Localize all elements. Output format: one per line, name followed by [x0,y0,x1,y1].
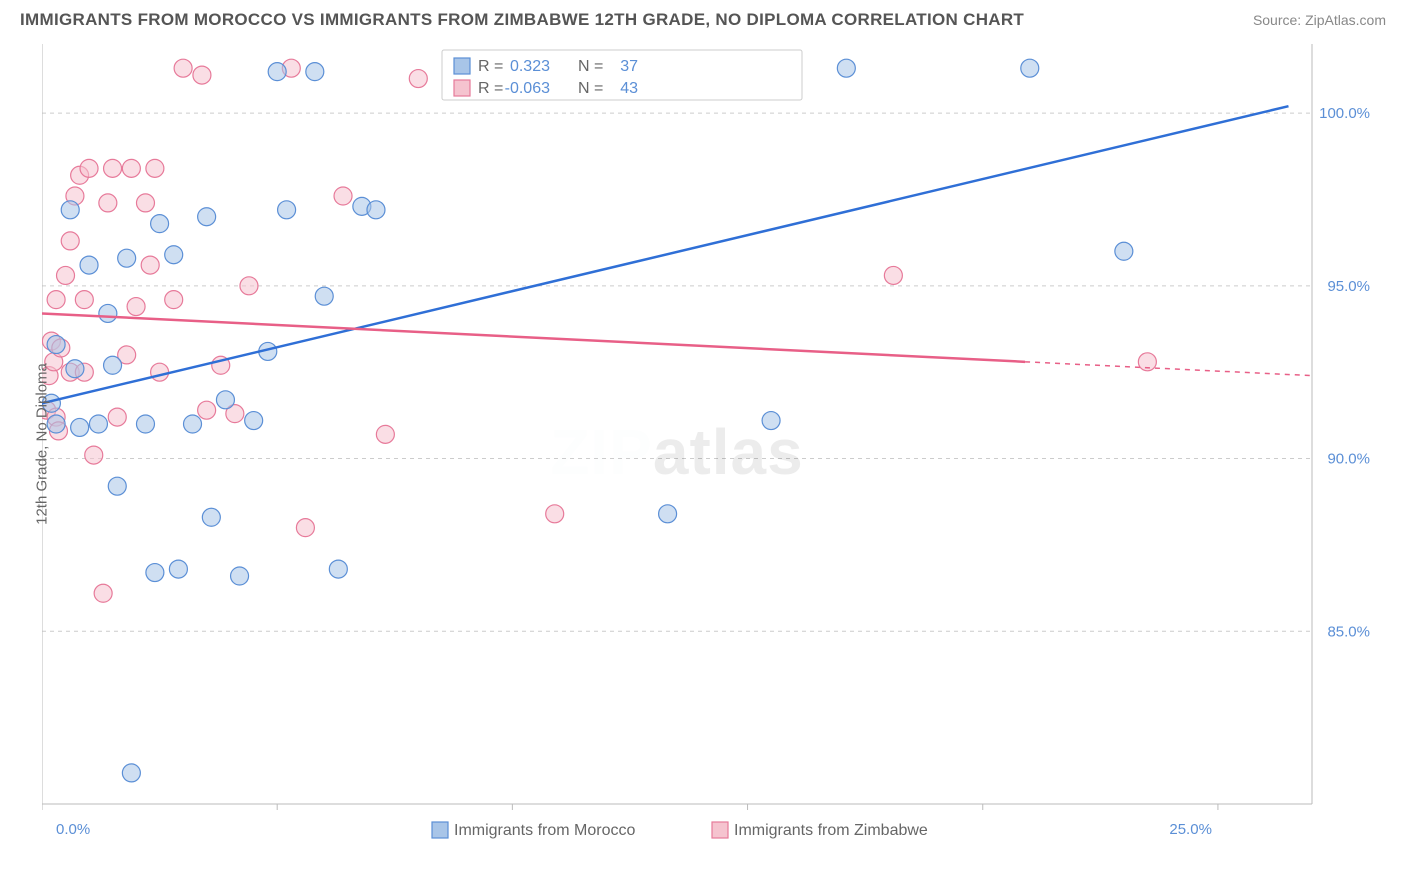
data-point [231,567,249,585]
data-point [94,584,112,602]
svg-text:85.0%: 85.0% [1327,623,1370,640]
data-point [89,415,107,433]
data-point [104,356,122,374]
data-point [296,519,314,537]
data-point [47,336,65,354]
data-point [762,412,780,430]
data-point [329,560,347,578]
svg-text:Immigrants from Morocco: Immigrants from Morocco [454,822,635,839]
chart-container: 12th Grade, No Diploma ZIPatlas 85.0%90.… [42,44,1382,844]
data-point [136,415,154,433]
data-point [659,505,677,523]
data-point [240,277,258,295]
svg-text:43: 43 [620,80,638,97]
data-point [193,66,211,84]
data-point [367,201,385,219]
scatter-chart: ZIPatlas 85.0%90.0%95.0%100.0% 0.0%25.0%… [42,44,1382,844]
svg-text:N =: N = [578,80,603,97]
data-point [66,360,84,378]
data-point [146,159,164,177]
chart-title: IMMIGRANTS FROM MOROCCO VS IMMIGRANTS FR… [20,10,1024,30]
data-point [245,412,263,430]
data-point [151,215,169,233]
svg-text:90.0%: 90.0% [1327,451,1370,468]
data-point [85,446,103,464]
svg-text:0.0%: 0.0% [56,821,90,838]
data-point [169,560,187,578]
y-axis-label: 12th Grade, No Diploma [34,363,51,525]
data-point [409,70,427,88]
data-point [216,391,234,409]
data-point [80,159,98,177]
svg-text:-0.063: -0.063 [505,80,550,97]
data-point [122,764,140,782]
chart-source: Source: ZipAtlas.com [1253,12,1386,28]
data-point [306,63,324,81]
data-point [165,291,183,309]
data-point [108,477,126,495]
data-point [118,249,136,267]
data-point [127,298,145,316]
data-point [198,401,216,419]
svg-text:R =: R = [478,58,503,75]
data-point [376,425,394,443]
data-point [61,232,79,250]
data-point [198,208,216,226]
data-point [202,508,220,526]
data-point [315,287,333,305]
data-point [122,159,140,177]
data-point [71,418,89,436]
data-point [57,266,75,284]
data-point [837,59,855,77]
data-point [174,59,192,77]
svg-text:R =: R = [478,80,503,97]
svg-text:N =: N = [578,58,603,75]
data-point [75,291,93,309]
data-point [165,246,183,264]
data-point [99,304,117,322]
data-point [184,415,202,433]
data-point [108,408,126,426]
svg-text:Immigrants from Zimbabwe: Immigrants from Zimbabwe [734,822,928,839]
data-point [268,63,286,81]
data-point [884,266,902,284]
data-point [104,159,122,177]
legend-stats: R = 0.323 N = 37 R = -0.063 N = 43 [442,50,802,100]
svg-text:100.0%: 100.0% [1319,105,1370,122]
chart-header: IMMIGRANTS FROM MOROCCO VS IMMIGRANTS FR… [0,0,1406,34]
y-tick-labels: 85.0% 90.0% 95.0% 100.0% [1319,105,1370,640]
data-point [334,187,352,205]
svg-text:0.323: 0.323 [510,58,550,75]
x-tick-minor [277,804,983,810]
svg-text:25.0%: 25.0% [1169,821,1212,838]
data-point [151,363,169,381]
data-point [1021,59,1039,77]
data-point [146,564,164,582]
data-point [1115,242,1133,260]
data-point [136,194,154,212]
svg-text:95.0%: 95.0% [1327,278,1370,295]
data-point [61,201,79,219]
data-point [47,291,65,309]
data-point [80,256,98,274]
data-point [99,194,117,212]
data-point [546,505,564,523]
legend-series: Immigrants from Morocco Immigrants from … [432,822,928,839]
data-point [141,256,159,274]
svg-text:37: 37 [620,58,638,75]
data-point [278,201,296,219]
